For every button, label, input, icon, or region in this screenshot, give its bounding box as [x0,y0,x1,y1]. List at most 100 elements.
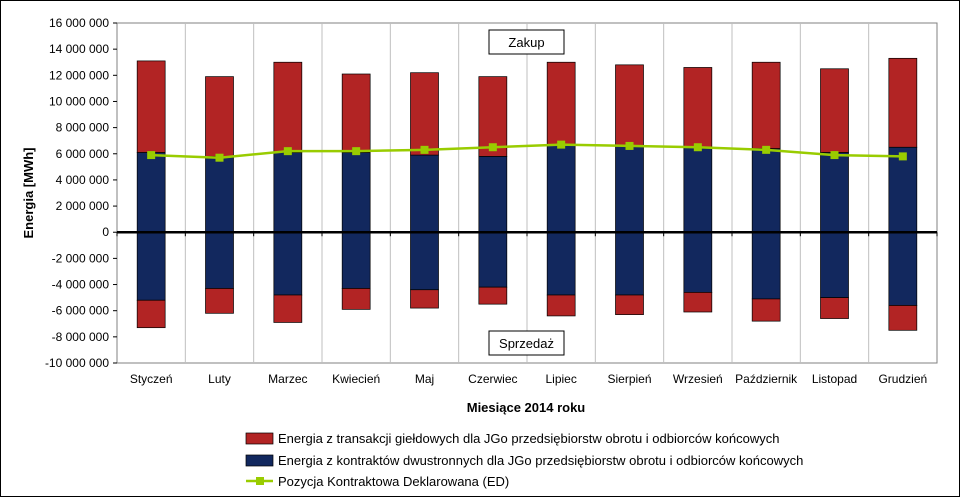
bar-bilateral-purchase [546,144,576,233]
bar-exchange-purchase [820,68,849,153]
y-tick-label: 8 000 000 [56,121,110,135]
bar-exchange-purchase [410,72,439,156]
bar-exchange-sale [136,299,166,329]
marker-ed [352,147,361,156]
bar-exchange-sale [341,288,371,310]
bar-bilateral-sale [478,231,508,288]
bar-bilateral-sale [136,231,166,301]
bar-bilateral-sale [615,231,644,296]
bar-exchange-purchase [546,61,576,145]
bar-exchange-purchase [478,76,508,157]
bar-bilateral-purchase [410,154,439,233]
bar-exchange-sale [820,297,849,319]
bar-exchange-sale [683,292,713,313]
annotation-sale: Sprzedaż [488,330,565,356]
annotation-sale-label: Sprzedaż [499,336,554,351]
y-tick-label: 6 000 000 [56,147,110,161]
legend-label-ed: Pozycja Kontraktowa Deklarowana (ED) [278,474,509,489]
bar-bilateral-purchase [136,152,166,233]
y-tick-label: -6 000 000 [52,304,110,318]
bar-exchange-sale [546,294,576,317]
marker-ed [898,152,907,161]
y-tick-label: 10 000 000 [49,94,109,108]
bar-exchange-purchase [615,64,644,147]
bar-bilateral-sale [546,231,576,296]
marker-ed [830,151,839,160]
annotation-purchase: Zakup [488,29,565,55]
bar-bilateral-sale [205,231,234,289]
bar-exchange-purchase [273,61,303,153]
x-axis-title: Miesiące 2014 roku [467,400,586,415]
x-tick-label: Luty [208,372,231,386]
bar-bilateral-sale [820,231,849,298]
marker-ed [283,147,292,156]
bar-bilateral-sale [751,231,781,300]
bar-exchange-purchase [888,57,918,148]
bar-exchange-sale [615,294,644,315]
bar-bilateral-sale [410,231,439,291]
x-tick-label: Marzec [268,372,307,386]
bar-exchange-purchase [341,73,371,153]
bar-bilateral-purchase [683,146,713,233]
y-axis-ticks: -10 000 000 -8 000 000 -6 000 000 -4 000 00… [45,16,117,370]
x-tick-label: Sierpień [607,372,651,386]
bar-exchange-purchase [136,60,166,153]
x-tick-label: Wrzesień [673,372,723,386]
annotation-purchase-label: Zakup [508,35,544,50]
bar-exchange-sale [478,286,508,305]
marker-ed [215,153,224,162]
bar-bilateral-purchase [820,152,849,233]
y-tick-label: -8 000 000 [52,330,110,344]
bar-exchange-purchase [205,76,234,157]
bar-series [136,57,918,331]
legend-label-bilateral: Energia z kontraktów dwustronnych dla JG… [278,453,803,468]
x-tick-label: Styczeń [130,372,173,386]
bar-exchange-sale [888,305,918,331]
legend: Energia z transakcji giełdowych dla JGo … [245,431,803,489]
x-tick-label: Grudzień [878,372,927,386]
marker-ed [420,145,429,154]
bar-bilateral-purchase [273,152,303,233]
legend-item-bilateral: Energia z kontraktów dwustronnych dla JG… [245,453,803,468]
legend-item-exchange: Energia z transakcji giełdowych dla JGo … [245,431,779,446]
y-tick-label: 14 000 000 [49,42,109,56]
bar-exchange-sale [205,288,234,314]
bar-bilateral-sale [683,231,713,293]
line-series [147,140,907,162]
bar-exchange-sale [410,289,439,309]
y-tick-label: 2 000 000 [56,199,110,213]
marker-ed [762,145,771,154]
bar-bilateral-purchase [888,146,918,233]
legend-swatch-exchange [245,432,274,445]
x-tick-label: Kwiecień [332,372,380,386]
y-tick-label: -10 000 000 [45,356,109,370]
marker-ed [147,151,156,160]
legend-item-ed: Pozycja Kontraktowa Deklarowana (ED) [246,474,509,489]
bar-exchange-sale [273,294,303,323]
x-tick-label: Czerwiec [468,372,517,386]
bar-bilateral-purchase [478,156,508,233]
bar-bilateral-purchase [751,148,781,233]
x-tick-label: Lipiec [545,372,576,386]
x-axis-ticks: Styczeń Luty Marzec Kwiecień Maj Czerwiec Lipi… [130,372,927,386]
x-tick-label: Październik [735,372,798,386]
y-tick-label: 12 000 000 [49,68,109,82]
y-tick-label: 4 000 000 [56,173,110,187]
legend-marker-ed [256,477,264,485]
bar-bilateral-sale [273,231,303,296]
bar-bilateral-purchase [341,152,371,233]
marker-ed [557,140,566,149]
y-tick-label: -4 000 000 [52,278,110,292]
y-tick-label: 16 000 000 [49,16,109,30]
legend-swatch-bilateral [245,454,274,467]
bar-exchange-purchase [751,61,781,149]
bar-exchange-purchase [683,67,713,148]
marker-ed [625,141,634,150]
x-tick-label: Listopad [812,372,857,386]
x-tick-label: Maj [415,372,434,386]
marker-ed [488,143,497,152]
bar-exchange-sale [751,298,781,322]
line-ed [151,143,903,159]
bar-bilateral-purchase [205,156,234,233]
